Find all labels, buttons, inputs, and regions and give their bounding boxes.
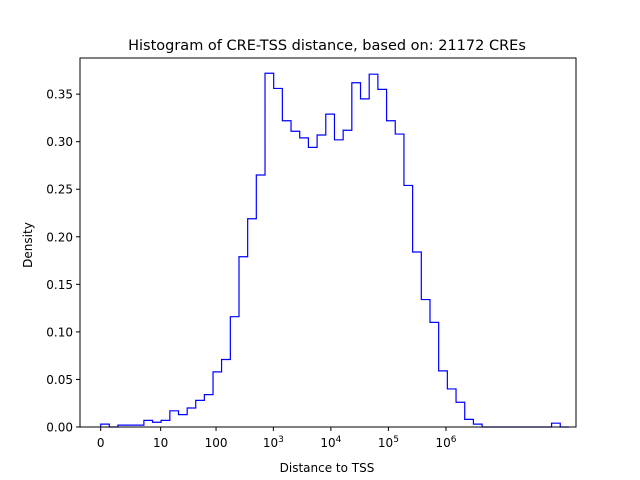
chart-title: Histogram of CRE-TSS distance, based on:… (128, 38, 526, 54)
y-tick-label: 0.25 (46, 183, 73, 197)
y-axis-label: Density (21, 222, 35, 268)
x-tick-label: 100 (205, 436, 228, 450)
y-tick-label: 0.05 (46, 373, 73, 387)
x-tick-label: 0 (97, 436, 105, 450)
histogram-step-line (100, 72, 569, 428)
y-tick-label: 0.10 (46, 325, 73, 339)
axes-frame (79, 57, 577, 428)
y-tick-label: 0.20 (46, 230, 73, 244)
y-tick-label: 0.15 (46, 278, 73, 292)
y-tick-label: 0.00 (46, 421, 73, 435)
x-tick-label: 10 (153, 436, 168, 450)
y-tick-label: 0.35 (46, 88, 73, 102)
y-tick-label: 0.30 (46, 135, 73, 149)
x-axis-label: Distance to TSS (280, 461, 375, 475)
